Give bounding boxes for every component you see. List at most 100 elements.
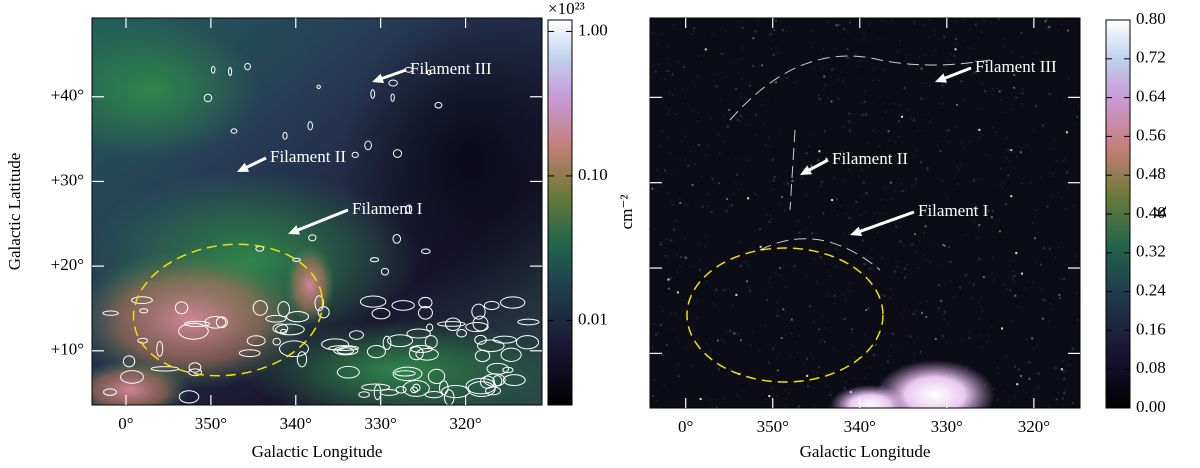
speckle: [844, 299, 847, 302]
speckle: [670, 199, 673, 202]
speckle: [779, 267, 782, 270]
speckle: [847, 216, 850, 219]
speckle: [996, 372, 999, 375]
y-tick-label: +40°: [51, 86, 84, 105]
speckle: [1021, 103, 1024, 106]
contour: [174, 301, 189, 315]
speckle: [922, 254, 925, 257]
speckle: [715, 304, 718, 307]
panels: 0° 350° 340° 330° 320° +10° +20° +30° +40° Galact…: [5, 0, 1170, 461]
speckle: [915, 149, 918, 152]
speckle: [1073, 123, 1076, 126]
speckle: [872, 67, 875, 70]
speckle: [944, 341, 947, 344]
speckle: [992, 278, 995, 281]
speckle: [779, 202, 782, 205]
contour: [265, 314, 287, 323]
speckle: [924, 53, 927, 56]
speckle: [755, 252, 758, 255]
speckle: [957, 169, 960, 172]
speckle: [940, 178, 943, 181]
speckle: [787, 391, 790, 394]
contour: [388, 79, 398, 87]
speckle: [704, 48, 707, 51]
speckle: [888, 296, 891, 299]
speckle: [771, 188, 774, 191]
speckle: [1028, 361, 1031, 364]
speckle: [934, 338, 937, 341]
speckle: [968, 331, 971, 334]
speckle: [1005, 288, 1008, 291]
speckle: [964, 71, 967, 74]
contour: [420, 248, 431, 255]
speckle: [768, 281, 771, 284]
speckle: [750, 114, 753, 117]
speckle: [981, 133, 984, 136]
speckle: [987, 210, 990, 213]
speckle: [767, 34, 770, 37]
speckle: [778, 274, 781, 277]
speckle: [1023, 286, 1026, 289]
speckle: [767, 136, 770, 139]
speckle: [824, 326, 827, 329]
speckle: [913, 20, 916, 23]
speckle: [1003, 45, 1006, 48]
speckle: [736, 173, 739, 176]
speckle: [819, 338, 822, 341]
speckle: [929, 261, 932, 264]
colorbar-tick-label: 0.72: [1136, 48, 1166, 67]
contour: [456, 328, 467, 338]
speckle: [668, 92, 671, 95]
speckle: [1011, 107, 1014, 110]
contour: [390, 93, 395, 102]
speckle: [704, 245, 707, 248]
speckle: [987, 334, 990, 337]
speckle: [805, 227, 808, 230]
speckle: [841, 125, 844, 128]
contour: [476, 339, 505, 353]
speckle: [697, 338, 700, 341]
speckle: [970, 74, 973, 77]
speckle: [935, 139, 938, 142]
speckle: [937, 307, 940, 310]
speckle: [1047, 147, 1050, 150]
arrow-head: [800, 165, 813, 175]
green-cloud: [92, 20, 260, 160]
speckle: [741, 47, 744, 50]
contour: [445, 317, 462, 331]
speckle: [798, 405, 801, 408]
speckle: [940, 96, 943, 99]
speckle: [785, 169, 788, 172]
speckle: [859, 60, 862, 63]
speckle: [1015, 155, 1018, 158]
speckle: [972, 207, 975, 210]
speckle: [868, 23, 871, 26]
speckle: [977, 178, 980, 181]
speckle: [773, 29, 776, 32]
speckle: [913, 22, 916, 25]
speckle: [780, 337, 783, 340]
contour: [402, 380, 430, 397]
speckle: [682, 102, 685, 105]
speckle: [668, 108, 671, 111]
speckle: [900, 271, 903, 274]
speckle: [1052, 171, 1055, 174]
speckle: [1041, 124, 1044, 127]
speckle: [736, 119, 739, 122]
speckle: [1014, 294, 1017, 297]
speckle: [725, 262, 728, 265]
speckle: [691, 33, 694, 36]
speckle: [1060, 368, 1063, 371]
speckle: [822, 212, 825, 215]
speckle: [915, 67, 918, 70]
speckle: [684, 131, 687, 134]
speckle: [1013, 86, 1016, 89]
pink-cloud: [92, 250, 310, 390]
speckle: [1002, 182, 1005, 185]
speckle: [862, 181, 865, 184]
speckle: [651, 347, 654, 350]
speckle: [825, 157, 828, 160]
speckle: [769, 214, 772, 217]
speckle: [853, 54, 856, 57]
contour: [333, 345, 359, 356]
